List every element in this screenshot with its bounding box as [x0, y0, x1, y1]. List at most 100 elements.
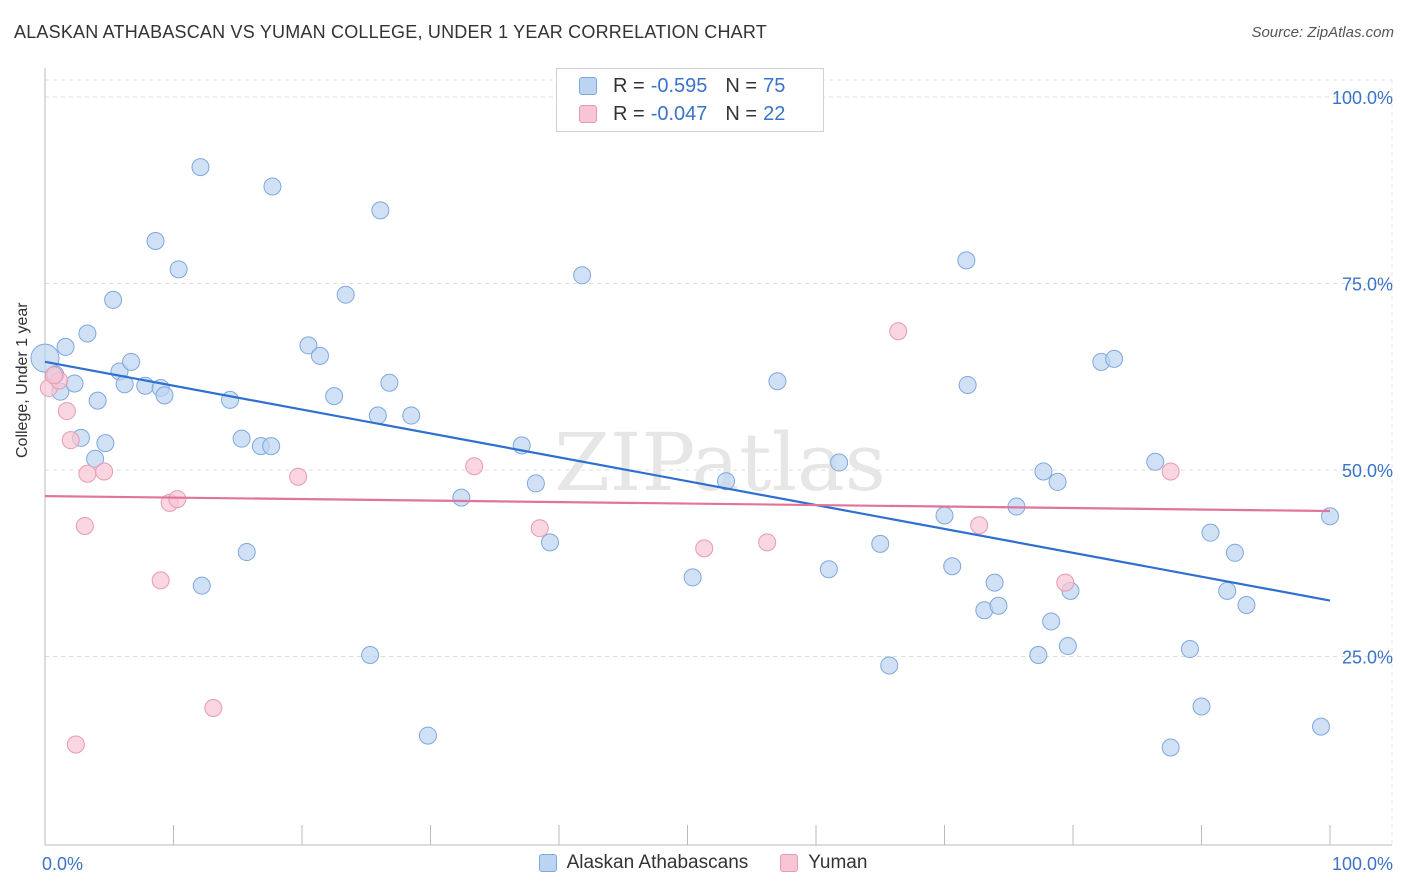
- point-athabascan-34: [380, 373, 399, 392]
- point-athabascan-61: [1058, 637, 1077, 656]
- point-athabascan-0: [30, 343, 60, 373]
- point-athabascan-48: [880, 656, 899, 675]
- source-label: Source: ZipAtlas.com: [1251, 24, 1394, 41]
- legend-item-yuman: Yuman: [780, 852, 867, 874]
- point-athabascan-18: [169, 260, 188, 279]
- legend-label-athabascans: Alaskan Athabascans: [566, 852, 749, 873]
- point-athabascan-60: [1048, 472, 1067, 491]
- point-athabascan-17: [155, 386, 174, 405]
- point-yuman-15: [695, 539, 714, 558]
- y-tick-label-100: 100.0%: [1332, 88, 1393, 108]
- point-athabascan-8: [88, 391, 107, 410]
- x-tick-label-0: 0.0%: [42, 854, 83, 874]
- point-athabascan-4: [65, 374, 84, 393]
- point-athabascan-35: [402, 406, 421, 425]
- point-athabascan-25: [262, 437, 281, 456]
- point-athabascan-31: [361, 646, 380, 665]
- point-yuman-12: [289, 467, 308, 486]
- point-athabascan-30: [336, 285, 355, 304]
- point-athabascan-10: [104, 290, 123, 309]
- chart-title: ALASKAN ATHABASCAN VS YUMAN COLLEGE, UND…: [14, 22, 767, 42]
- point-athabascan-6: [78, 324, 97, 343]
- point-athabascan-54: [985, 573, 1004, 592]
- point-athabascan-70: [1218, 581, 1237, 600]
- legend-r-value-2: -0.047: [650, 102, 708, 125]
- point-athabascan-42: [683, 568, 702, 587]
- legend-n-label-2: N =: [725, 102, 758, 125]
- point-yuman-18: [970, 516, 989, 535]
- point-athabascan-39: [526, 474, 545, 493]
- correlation-legend: R = -0.595 N = 75 R = -0.047 N = 22: [556, 68, 824, 132]
- point-athabascan-28: [310, 346, 329, 365]
- legend-swatch-yuman: [780, 854, 799, 872]
- point-athabascan-21: [221, 390, 240, 409]
- legend-swatch-blue: [579, 77, 597, 95]
- point-athabascan-37: [452, 488, 471, 507]
- point-athabascan-13: [122, 352, 141, 371]
- point-yuman-10: [168, 490, 187, 509]
- point-athabascan-73: [1312, 717, 1331, 736]
- point-athabascan-41: [573, 266, 592, 285]
- point-athabascan-22: [232, 429, 251, 448]
- point-athabascan-46: [830, 453, 849, 472]
- point-yuman-11: [204, 698, 223, 717]
- trend-line-athabascan: [44, 360, 1331, 602]
- point-yuman-21: [44, 366, 63, 385]
- point-athabascan-49: [935, 506, 954, 525]
- point-athabascan-15: [146, 231, 165, 250]
- point-athabascan-20: [192, 576, 211, 595]
- point-athabascan-69: [1201, 523, 1220, 542]
- point-yuman-7: [95, 462, 114, 481]
- point-athabascan-64: [1105, 349, 1124, 368]
- point-athabascan-23: [237, 543, 256, 562]
- point-yuman-20: [1161, 462, 1180, 481]
- point-athabascan-3: [56, 337, 75, 356]
- legend-n-value-1: 75: [763, 74, 786, 97]
- point-athabascan-67: [1180, 640, 1199, 659]
- y-tick-label-25: 25.0%: [1342, 648, 1393, 668]
- y-tick-label-75: 75.0%: [1342, 275, 1393, 295]
- point-athabascan-72: [1237, 596, 1256, 615]
- point-athabascan-47: [871, 534, 890, 553]
- series-legend: Alaskan Athabascans Yuman: [0, 852, 1406, 874]
- point-yuman-14: [530, 519, 549, 538]
- point-athabascan-33: [371, 201, 390, 220]
- point-athabascan-51: [957, 251, 976, 270]
- point-athabascan-7: [86, 449, 105, 468]
- legend-n-value-2: 22: [763, 102, 786, 125]
- point-yuman-3: [61, 431, 80, 450]
- point-athabascan-50: [943, 557, 962, 576]
- legend-label-yuman: Yuman: [808, 852, 868, 873]
- x-tick-label-100: 100.0%: [1332, 854, 1393, 874]
- legend-row-series2: R = -0.047 N = 22: [579, 101, 785, 127]
- point-athabascan-40: [541, 533, 560, 552]
- point-yuman-19: [1056, 573, 1075, 592]
- point-athabascan-68: [1192, 697, 1211, 716]
- legend-swatch-athabascans: [538, 854, 557, 872]
- point-athabascan-55: [989, 596, 1008, 615]
- y-tick-label-50: 50.0%: [1342, 461, 1393, 481]
- point-athabascan-66: [1161, 738, 1180, 757]
- point-athabascan-27: [299, 336, 318, 355]
- point-athabascan-59: [1042, 612, 1061, 631]
- point-athabascan-44: [768, 372, 787, 391]
- point-yuman-8: [151, 571, 170, 590]
- point-athabascan-29: [325, 387, 344, 406]
- point-athabascan-71: [1225, 543, 1244, 562]
- point-yuman-17: [889, 322, 908, 341]
- legend-r-label-2: R =: [613, 102, 645, 125]
- point-yuman-13: [465, 457, 484, 476]
- point-athabascan-58: [1034, 462, 1053, 481]
- point-yuman-5: [75, 516, 94, 535]
- point-athabascan-45: [819, 560, 838, 579]
- point-athabascan-9: [96, 434, 115, 453]
- legend-swatch-pink: [579, 105, 597, 123]
- point-athabascan-52: [958, 375, 977, 394]
- point-athabascan-26: [263, 177, 282, 196]
- point-athabascan-43: [717, 472, 736, 491]
- trend-line-yuman: [44, 495, 1331, 513]
- point-yuman-6: [78, 464, 97, 483]
- legend-r-value-1: -0.595: [650, 74, 708, 97]
- point-athabascan-19: [191, 158, 210, 177]
